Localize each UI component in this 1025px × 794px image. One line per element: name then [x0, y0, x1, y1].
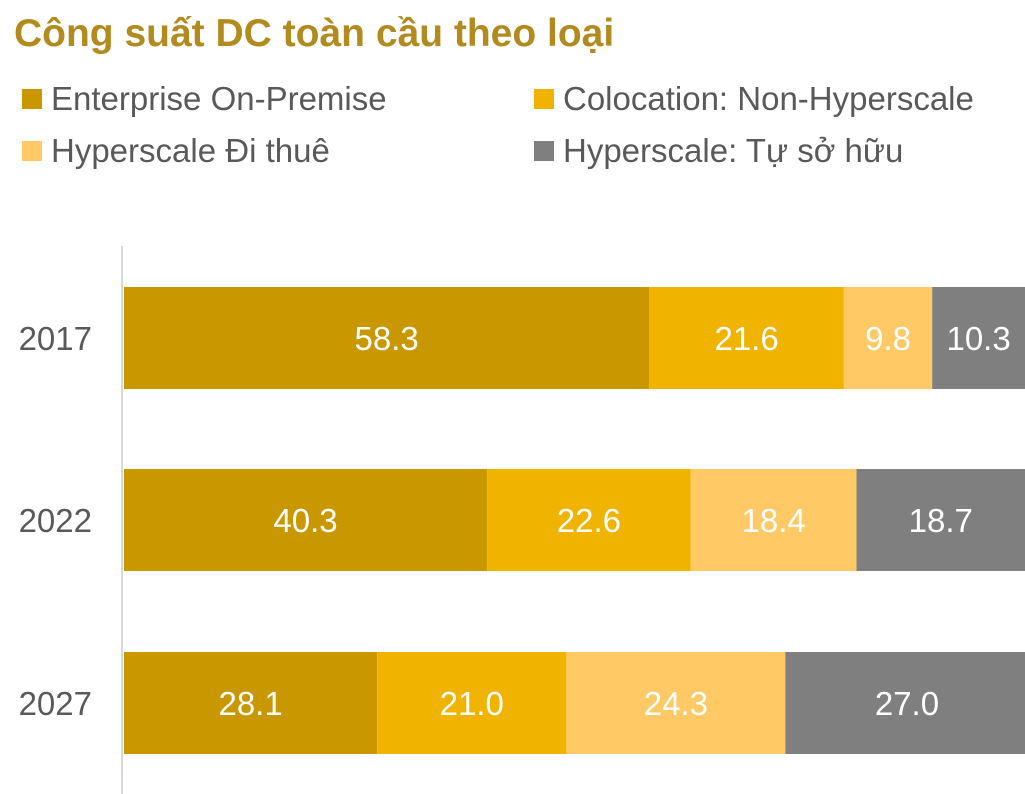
data-label-2017-1: 21.6	[714, 320, 778, 357]
data-label-2022-1: 22.6	[557, 502, 621, 539]
bar-segment-2017-1	[649, 287, 844, 389]
category-label-2022: 2022	[19, 502, 92, 539]
bar-segment-2027-2	[566, 652, 786, 754]
legend-item-hyperscale-leased: Hyperscale Đi thuê	[22, 132, 330, 170]
bar-segment-2017-3	[932, 287, 1025, 389]
bar-segment-2017-2	[843, 287, 933, 389]
data-label-2017-2: 9.8	[865, 320, 911, 357]
data-label-2022-2: 18.4	[742, 502, 806, 539]
bar-segment-2022-1	[487, 469, 691, 571]
data-label-2027-1: 21.0	[440, 685, 504, 722]
data-label-2027-2: 24.3	[644, 685, 708, 722]
bar-segment-2017-0	[124, 287, 650, 389]
legend-item-hyperscale-owned: Hyperscale: Tự sở hữu	[534, 132, 903, 170]
legend-swatch-colocation	[534, 89, 554, 109]
legend-swatch-enterprise	[22, 89, 42, 109]
data-label-2022-3: 18.7	[909, 502, 973, 539]
data-label-2017-0: 58.3	[355, 320, 419, 357]
legend-label-colocation: Colocation: Non-Hyperscale	[563, 80, 974, 117]
legend-item-colocation: Colocation: Non-Hyperscale	[534, 80, 974, 118]
bar-segment-2027-1	[377, 652, 567, 754]
legend-item-enterprise: Enterprise On-Premise	[22, 80, 387, 118]
legend-swatch-hyperscale-leased	[22, 141, 42, 161]
data-label-2027-0: 28.1	[218, 685, 282, 722]
legend-swatch-hyperscale-owned	[534, 141, 554, 161]
bars-group: 58.3 21.6 9.8 10.3 40.3 22.6 18.4 18.7 28.1 21.0 2…	[124, 287, 1025, 754]
legend-label-enterprise: Enterprise On-Premise	[51, 80, 387, 117]
data-label-2017-3: 10.3	[946, 320, 1010, 357]
data-label-2022-0: 40.3	[273, 502, 337, 539]
bar-segment-2022-3	[856, 469, 1025, 571]
legend-label-hyperscale-owned: Hyperscale: Tự sở hữu	[563, 132, 904, 169]
legend-label-hyperscale-leased: Hyperscale Đi thuê	[51, 132, 330, 169]
bar-segment-2027-3	[785, 652, 1025, 754]
bar-segment-2022-2	[690, 469, 857, 571]
bar-segment-2027-0	[124, 652, 378, 754]
category-label-2027: 2027	[19, 685, 92, 722]
bar-segment-2022-0	[124, 469, 488, 571]
chart-title: Công suất DC toàn cầu theo loại	[14, 12, 615, 55]
category-label-2017: 2017	[19, 320, 92, 357]
data-label-2027-3: 27.0	[875, 685, 939, 722]
